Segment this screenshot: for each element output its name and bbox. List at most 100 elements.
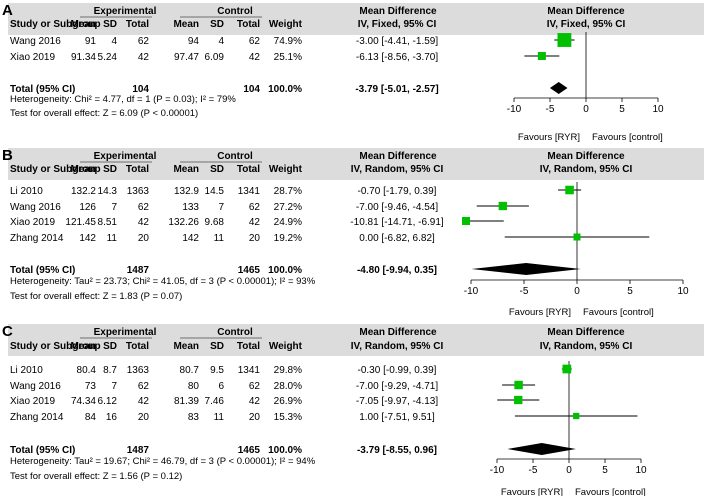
ctl-total: 42 [249,52,261,63]
ctl-total: 42 [249,396,261,407]
panel-label: A [2,2,13,19]
study-ci-text: -0.30 [-0.99, 0.39] [358,365,437,376]
effect-marker [562,364,572,374]
total-ci-text: -3.79 [-5.01, -2.57] [355,84,438,95]
header-mean-difference: Mean Difference [359,6,437,17]
exp-sd: 6.12 [98,396,118,407]
favours-left-label: Favours [RYR] [509,307,571,318]
exp-mean: 132.2 [71,186,96,197]
study-weight: 24.9% [274,217,302,228]
x-tick-label: -10 [464,286,479,297]
total-label: Total (95% CI) [10,445,75,456]
header-exp-mean: Mean [70,164,96,175]
header-band [8,324,704,356]
exp-sd: 14.3 [98,186,118,197]
study-ci-text: -7.05 [-9.97, -4.13] [356,396,438,407]
header-mean-difference: Mean Difference [359,151,437,162]
study-ci-text: -6.13 [-8.56, -3.70] [356,52,438,63]
header-plot-sub: IV, Random, 95% CI [540,341,633,352]
exp-sd: 5.24 [98,52,118,63]
total-ctl: 1465 [238,265,261,276]
study-row: Li 2010 132.2 14.3 1363 132.9 14.5 1341 28.7% -0… [10,185,582,197]
exp-mean: 74.34 [71,396,96,407]
header-exp-mean: Mean [70,341,96,352]
header-plot-title: Mean Difference [547,327,625,338]
exp-mean: 121.45 [65,217,96,228]
effect-marker [514,380,523,390]
header-weight: Weight [269,164,303,175]
study-ci-text: -3.00 [-4.41, -1.59] [356,36,438,47]
study-name: Wang 2016 [10,381,61,392]
overall-effect-text: Test for overall effect: Z = 1.83 (P = 0… [10,291,182,302]
overall-effect-text: Test for overall effect: Z = 6.09 (P < 0… [10,108,198,119]
header-plot-sub: IV, Random, 95% CI [540,164,633,175]
x-tick-label: 5 [619,104,625,115]
x-tick-label: -5 [546,104,555,115]
ctl-mean: 97.47 [174,52,199,63]
study-name: Wang 2016 [10,36,61,47]
study-name: Zhang 2014 [10,233,64,244]
ctl-mean: 81.39 [174,396,199,407]
header-plot-title: Mean Difference [547,151,625,162]
panel-label: C [2,323,13,340]
header-study: Study or Subgroup [10,164,101,175]
x-tick-label: 0 [566,465,572,476]
ctl-sd: 11 [214,412,225,423]
ctl-sd: 9.5 [210,365,224,376]
exp-sd: 16 [106,412,118,423]
exp-sd: 8.51 [98,217,118,228]
heterogeneity-text: Heterogeneity: Chi² = 4.77, df = 1 (P = … [10,94,236,105]
total-exp: 1487 [127,445,150,456]
x-tick-label: 10 [652,104,664,115]
ctl-mean: 132.26 [168,217,199,228]
header-control: Control [217,327,253,338]
study-weight: 26.9% [274,396,302,407]
effect-marker [514,395,523,405]
header-plot-sub: IV, Fixed, 95% CI [547,19,626,30]
effect-marker [462,217,470,225]
ctl-sd: 7.46 [205,396,225,407]
exp-sd: 4 [111,36,117,47]
header-ctl-sd: SD [210,164,224,175]
exp-total: 20 [138,412,150,423]
x-tick-label: 0 [583,104,589,115]
header-weight: Weight [269,341,303,352]
header-ctl-total: Total [237,164,260,175]
study-row: Li 2010 80.4 8.7 1363 80.7 9.5 1341 29.8% -0.30 … [10,364,572,376]
favours-left-label: Favours [RYR] [501,487,563,496]
ctl-total: 42 [249,217,261,228]
study-weight: 28.7% [274,186,302,197]
total-label: Total (95% CI) [10,265,75,276]
ctl-total: 62 [249,202,261,213]
exp-sd: 7 [111,202,117,213]
study-row: Zhang 2014 84 16 20 83 11 20 15.3% 1.00 [-7.51, … [10,412,638,423]
exp-sd: 7 [111,381,117,392]
exp-sd: 8.7 [103,365,117,376]
header-ci: IV, Random, 95% CI [351,341,444,352]
exp-mean: 126 [79,202,96,213]
exp-mean: 73 [85,381,97,392]
x-tick-label: 0 [574,286,580,297]
ctl-mean: 142 [182,233,199,244]
panel-label: B [2,147,13,164]
effect-marker [498,201,507,211]
x-tick-label: 10 [635,465,647,476]
study-name: Xiao 2019 [10,52,55,63]
ctl-sd: 11 [214,233,225,244]
effect-marker [573,233,581,241]
header-plot-title: Mean Difference [547,6,625,17]
favours-left-label: Favours [RYR] [518,132,580,143]
ctl-mean: 133 [182,202,199,213]
header-exp-total: Total [126,164,149,175]
study-row: Xiao 2019 91.34 5.24 42 97.47 6.09 42 25.1% -6.1… [10,51,560,63]
ctl-sd: 7 [218,202,224,213]
header-control: Control [217,151,253,162]
total-ctl: 1465 [238,445,261,456]
header-experimental: Experimental [94,327,157,338]
header-ctl-mean: Mean [173,164,199,175]
x-tick-label: -10 [490,465,505,476]
favours-right-label: Favours [control] [592,132,663,143]
overall-effect-text: Test for overall effect: Z = 1.56 (P = 0… [10,471,182,482]
study-name: Li 2010 [10,186,43,197]
total-row: Total (95% CI) 1487 1465 100.0% -4.80 [-9.94… [10,263,581,276]
